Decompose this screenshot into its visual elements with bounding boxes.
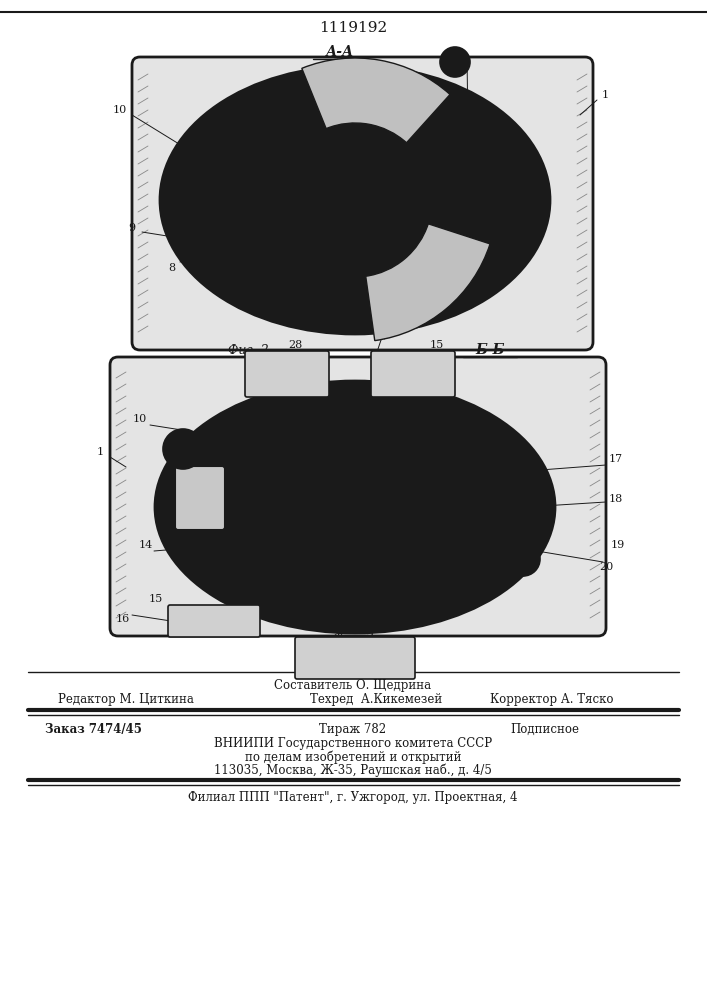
Ellipse shape (260, 135, 450, 265)
Circle shape (446, 53, 464, 71)
Text: 1: 1 (602, 90, 609, 100)
Ellipse shape (202, 230, 232, 254)
Text: Техред  А.Кикемезей: Техред А.Кикемезей (310, 694, 443, 706)
Text: 20: 20 (599, 562, 613, 572)
Ellipse shape (220, 423, 490, 591)
Text: 1119192: 1119192 (319, 21, 387, 35)
Ellipse shape (155, 381, 555, 633)
Ellipse shape (269, 454, 441, 560)
Circle shape (506, 542, 540, 576)
Text: 28: 28 (288, 340, 302, 350)
Text: 14: 14 (139, 540, 153, 550)
Ellipse shape (220, 108, 490, 292)
Circle shape (505, 507, 521, 523)
Text: 8: 8 (339, 460, 346, 470)
Text: А-А: А-А (326, 45, 354, 59)
Circle shape (163, 429, 203, 469)
Circle shape (505, 471, 521, 487)
Ellipse shape (213, 103, 498, 298)
Text: 8: 8 (168, 263, 175, 273)
Ellipse shape (213, 418, 498, 596)
FancyBboxPatch shape (295, 637, 415, 679)
Circle shape (440, 47, 470, 77)
Text: 1: 1 (96, 447, 103, 457)
Ellipse shape (160, 66, 550, 334)
Text: 15: 15 (430, 340, 444, 350)
Text: Редактор М. Циткина: Редактор М. Циткина (58, 694, 194, 706)
Circle shape (201, 156, 213, 168)
Circle shape (187, 142, 227, 182)
Text: Подписное: Подписное (510, 722, 579, 736)
Circle shape (177, 443, 189, 455)
Circle shape (498, 500, 528, 530)
Wedge shape (366, 224, 490, 341)
FancyBboxPatch shape (371, 351, 455, 397)
Ellipse shape (261, 448, 449, 566)
Text: 16: 16 (116, 614, 130, 624)
Text: 11: 11 (430, 307, 444, 317)
FancyBboxPatch shape (168, 605, 260, 637)
Text: Заказ 7474/45: Заказ 7474/45 (45, 722, 142, 736)
FancyBboxPatch shape (110, 357, 606, 636)
Text: 12: 12 (398, 125, 412, 135)
Text: 9: 9 (129, 223, 136, 233)
Ellipse shape (171, 74, 539, 326)
Text: 17: 17 (609, 454, 623, 464)
Text: 113035, Москва, Ж-35, Раушская наб., д. 4/5: 113035, Москва, Ж-35, Раушская наб., д. … (214, 763, 492, 777)
Text: по делам изобретений и открытий: по делам изобретений и открытий (245, 750, 461, 764)
Text: 15: 15 (149, 594, 163, 604)
Text: 19: 19 (611, 540, 625, 550)
Circle shape (194, 149, 220, 175)
Text: Тираж 782: Тираж 782 (320, 722, 387, 736)
Circle shape (170, 436, 196, 462)
Text: Фиг. 2: Фиг. 2 (228, 344, 269, 357)
Circle shape (200, 548, 214, 562)
Text: 6: 6 (344, 263, 351, 273)
Text: ВНИИПИ Государственного комитета СССР: ВНИИПИ Государственного комитета СССР (214, 738, 492, 750)
Text: 18: 18 (609, 494, 623, 504)
Circle shape (513, 549, 533, 569)
Ellipse shape (164, 388, 546, 626)
Text: Фиг. 3: Фиг. 3 (332, 632, 373, 645)
Text: 13: 13 (473, 123, 487, 133)
Text: 10: 10 (113, 105, 127, 115)
Text: 27: 27 (370, 355, 384, 365)
Circle shape (498, 464, 528, 494)
Text: Составитель О. Щедрина: Составитель О. Щедрина (274, 678, 431, 692)
FancyBboxPatch shape (132, 57, 593, 350)
FancyBboxPatch shape (245, 351, 329, 397)
FancyBboxPatch shape (175, 466, 225, 530)
Circle shape (194, 542, 220, 568)
Text: 28: 28 (436, 187, 450, 197)
Text: 11: 11 (448, 574, 462, 584)
Text: 9: 9 (320, 430, 327, 440)
Ellipse shape (267, 140, 443, 259)
Text: Филиал ППП "Патент", г. Ужгород, ул. Проектная, 4: Филиал ППП "Патент", г. Ужгород, ул. Про… (188, 792, 518, 804)
Text: 10: 10 (133, 414, 147, 424)
Text: Б-Б: Б-Б (475, 343, 505, 357)
Wedge shape (302, 58, 450, 143)
Text: Корректор А. Тяско: Корректор А. Тяско (490, 694, 614, 706)
